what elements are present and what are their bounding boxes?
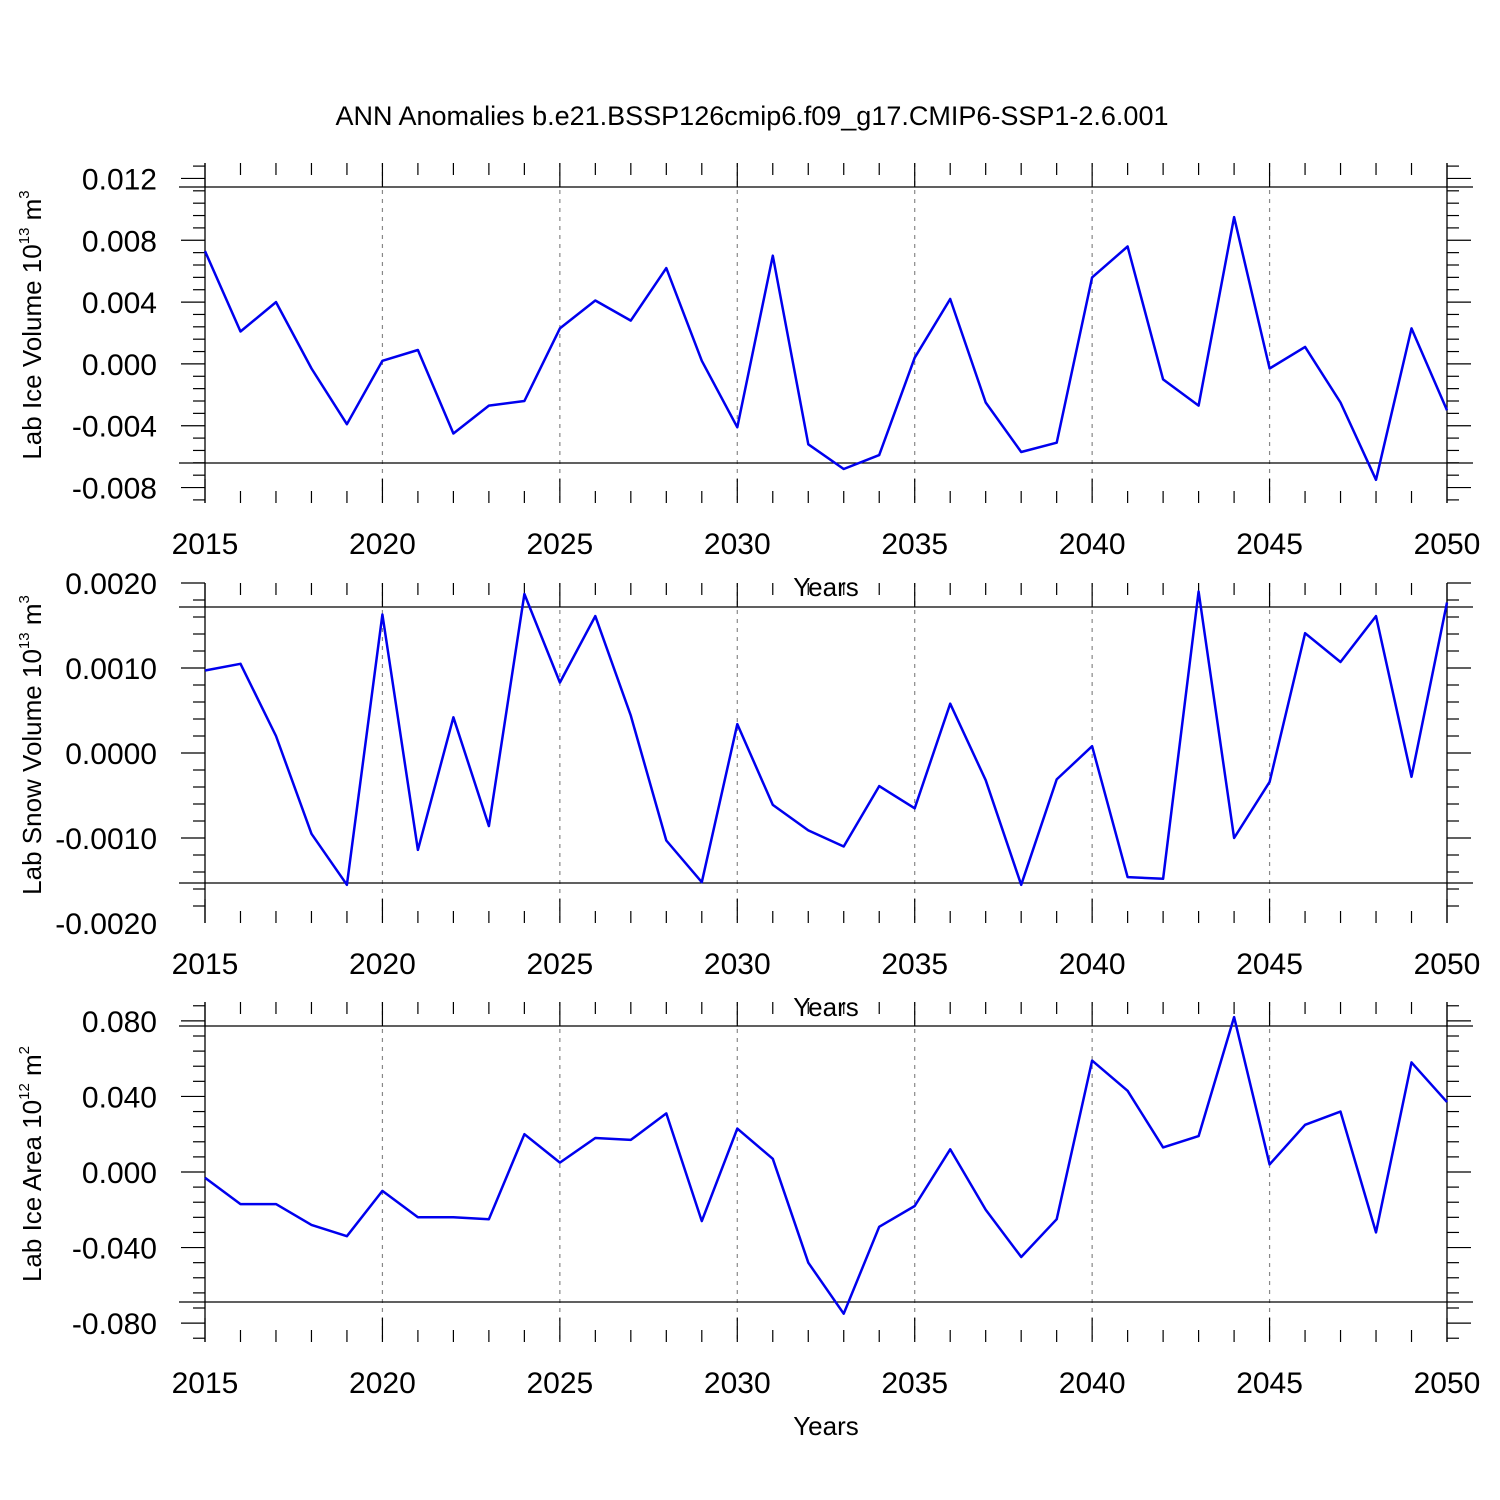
y-tick-label: 0.040 (82, 1081, 157, 1114)
x-tick-label: 2045 (1236, 528, 1303, 561)
y-tick-label: 0.0020 (65, 568, 157, 601)
y-axis-label: Lab Snow Volume 1013 m3 (16, 595, 47, 895)
panel-3: 0.080 0.040 0.000 -0.040 -0.080 2015 2020 2025 2… (16, 1002, 1480, 1441)
panel-2: 0.0020 0.0010 0.0000 -0.0010 -0.0020 2015 2020… (16, 568, 1480, 1022)
x-tick-label: 2025 (526, 528, 593, 561)
y-axis-label-text: Lab Ice Volume 10 (17, 244, 47, 459)
y-tick-label: 0.0000 (65, 738, 157, 771)
x-axis-label: Years (793, 992, 859, 1022)
x-tick-label: 2045 (1236, 948, 1303, 981)
y-axis-label-unit-exponent: 3 (16, 595, 33, 603)
series-line (204, 1015, 1448, 1315)
y-tick-label: 0.008 (82, 225, 157, 258)
panel-1: 0.012 0.008 0.004 0.000 -0.004 -0.008 2015 2020… (16, 163, 1480, 602)
y-axis-label-text: Lab Snow Volume 10 (17, 649, 47, 895)
x-axis-label: Years (793, 572, 859, 602)
y-axis-label: Lab Ice Volume 1013 m3 (16, 190, 47, 459)
y-axis-label-text: Lab Ice Area 10 (17, 1100, 47, 1282)
y-axis-label-unit: m (17, 199, 47, 228)
y-tick-label: 0.000 (82, 1157, 157, 1190)
x-tick-label: 2040 (1059, 528, 1126, 561)
x-tick-label: 2030 (704, 528, 771, 561)
y-axis-label-unit-exponent: 2 (16, 1046, 33, 1054)
x-tick-label: 2050 (1414, 1367, 1481, 1400)
y-axis-label-exponent: 13 (16, 228, 33, 245)
x-tick-label: 2025 (526, 948, 593, 981)
x-tick-label: 2035 (881, 1367, 948, 1400)
chart-title: ANN Anomalies b.e21.BSSP126cmip6.f09_g17… (336, 101, 1169, 131)
x-tick-label: 2035 (881, 948, 948, 981)
x-tick-label: 2050 (1414, 948, 1481, 981)
y-tick-label: -0.040 (72, 1233, 157, 1266)
y-tick-label: -0.0020 (55, 908, 157, 941)
x-tick-label: 2020 (349, 528, 416, 561)
y-axis-label-exponent: 12 (16, 1083, 33, 1100)
x-tick-label: 2015 (172, 1367, 239, 1400)
y-tick-label: -0.008 (72, 473, 157, 506)
y-axis-label-unit-exponent: 3 (16, 190, 33, 198)
y-tick-label: 0.0010 (65, 653, 157, 686)
y-axis-label: Lab Ice Area 1012 m2 (16, 1046, 47, 1282)
x-axis-label: Years (793, 1411, 859, 1441)
x-tick-label: 2030 (704, 948, 771, 981)
x-tick-label: 2020 (349, 1367, 416, 1400)
x-tick-label: 2045 (1236, 1367, 1303, 1400)
y-axis-label-unit: m (17, 1054, 47, 1083)
y-axis-label-unit: m (17, 604, 47, 633)
y-tick-label: 0.012 (82, 163, 157, 196)
series-line (203, 215, 1449, 482)
x-tick-label: 2025 (526, 1367, 593, 1400)
y-axis-label-exponent: 13 (16, 632, 33, 649)
x-tick-label: 2015 (172, 528, 239, 561)
y-tick-label: 0.004 (82, 287, 157, 320)
x-tick-label: 2020 (349, 948, 416, 981)
y-tick-label: -0.0010 (55, 823, 157, 856)
x-tick-label: 2030 (704, 1367, 771, 1400)
x-tick-label: 2050 (1414, 528, 1481, 561)
x-tick-label: 2040 (1059, 1367, 1126, 1400)
y-tick-label: 0.000 (82, 349, 157, 382)
y-tick-label: -0.080 (72, 1308, 157, 1341)
y-tick-label: 0.080 (82, 1006, 157, 1039)
x-tick-label: 2015 (172, 948, 239, 981)
panels: 0.012 0.008 0.004 0.000 -0.004 -0.008 2015 2020… (16, 163, 1480, 1441)
x-tick-label: 2040 (1059, 948, 1126, 981)
x-tick-label: 2035 (881, 528, 948, 561)
y-tick-label: -0.004 (72, 411, 157, 444)
series-line (204, 590, 1449, 887)
